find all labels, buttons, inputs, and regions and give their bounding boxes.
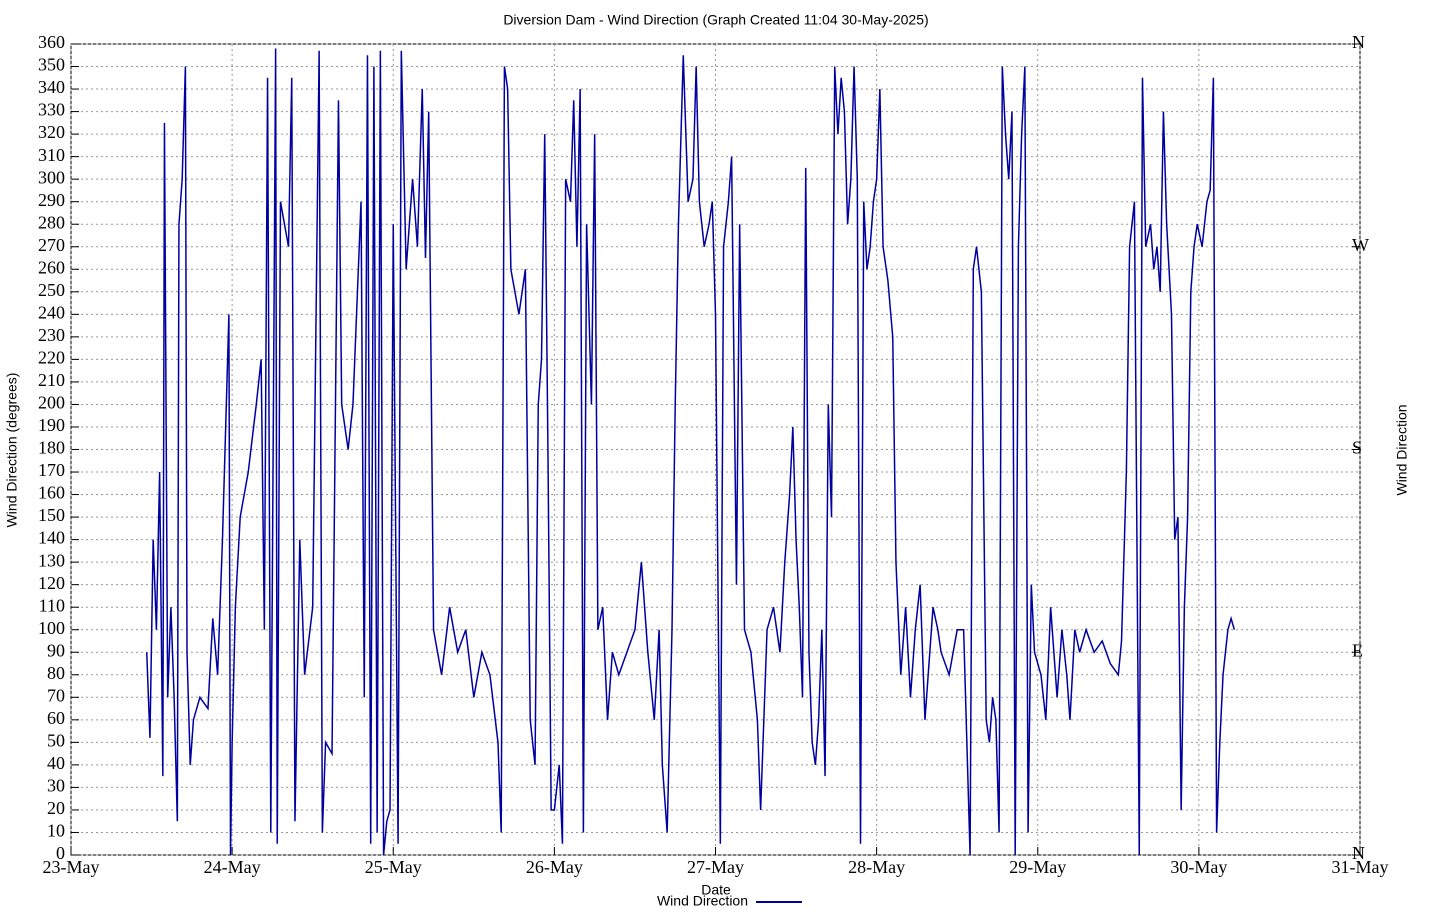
y-tick-label: 340 [38,77,65,97]
y-tick-label: 200 [38,393,65,413]
y-tick-label: 360 [38,32,65,52]
y-tick-label: 100 [38,618,65,638]
y-tick-label: 270 [38,235,65,255]
x-tick-label: 30-May [1170,857,1227,877]
x-tick-label: 31-May [1332,857,1389,877]
y-tick-label: 220 [38,348,65,368]
y-tick-label: 10 [47,821,65,841]
y-axis-label: Wind Direction (degrees) [4,373,20,528]
y-tick-label: 40 [47,753,65,773]
y-tick-label: 130 [38,550,65,570]
x-tick-label: 25-May [365,857,422,877]
x-tick-label: 29-May [1009,857,1066,877]
x-tick-label: 28-May [848,857,905,877]
x-tick-label: 26-May [526,857,583,877]
y-tick-label: 140 [38,528,65,548]
y2-tick-label: W [1352,235,1369,255]
y-tick-label: 60 [47,708,65,728]
y-tick-label: 230 [38,325,65,345]
y-tick-label: 160 [38,483,65,503]
y2-tick-label: N [1352,32,1365,52]
y-tick-label: 0 [56,843,65,863]
y-tick-label: 310 [38,145,65,165]
y2-tick-label: S [1352,438,1362,458]
y2-tick-label: E [1352,640,1363,660]
x-axis-label: Date [701,882,731,898]
y-tick-label: 300 [38,167,65,187]
y-tick-label: 80 [47,663,65,683]
y-tick-label: 90 [47,640,65,660]
y-tick-label: 260 [38,257,65,277]
y-tick-label: 190 [38,415,65,435]
y2-tick-label: N [1352,843,1365,863]
y-tick-label: 50 [47,730,65,750]
y-tick-label: 290 [38,190,65,210]
y-tick-label: 110 [39,595,65,615]
y-tick-label: 210 [38,370,65,390]
chart-title: Diversion Dam - Wind Direction (Graph Cr… [503,12,928,28]
y-tick-label: 30 [47,776,65,796]
legend-label: Wind Direction [657,893,748,909]
y-tick-label: 120 [38,573,65,593]
x-tick-label: 24-May [204,857,261,877]
y-tick-label: 240 [38,302,65,322]
y-tick-label: 180 [38,438,65,458]
x-tick-label: 27-May [687,857,744,877]
y-tick-label: 150 [38,505,65,525]
data-line [145,48,1236,856]
y-tick-label: 250 [38,280,65,300]
y2-axis-label: Wind Direction [1394,404,1410,495]
y-tick-label: 350 [38,55,65,75]
y-tick-label: 330 [38,100,65,120]
y-tick-label: 170 [38,460,65,480]
y-tick-label: 20 [47,798,65,818]
y-tick-label: 280 [38,212,65,232]
x-tick-label: 23-May [43,857,100,877]
y-tick-label: 70 [47,685,65,705]
y-tick-label: 320 [38,122,65,142]
